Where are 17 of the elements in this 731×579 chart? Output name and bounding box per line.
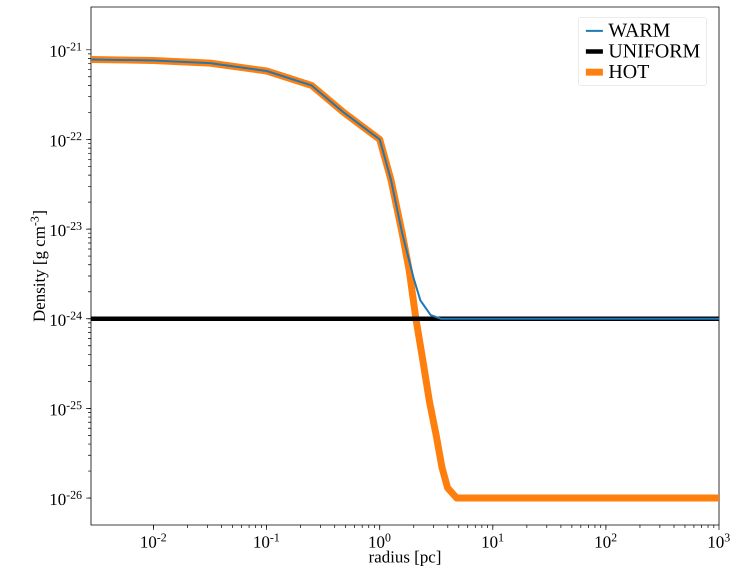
x-tick-label: 10$^{3}$	[708, 534, 730, 548]
y-tick-label: 10$^{-21}$	[50, 42, 82, 57]
legend-label: UNIFORM	[608, 44, 700, 58]
x-tick-label: 10$^{1}$	[482, 534, 504, 548]
x-axis-title: radius [pc]	[368, 550, 440, 566]
y-tick-label: 10$^{-26}$	[50, 490, 82, 506]
y-tick-label: 10$^{-24}$	[50, 312, 82, 326]
x-tick-label: 10$^{0}$	[370, 534, 390, 548]
legend-label: HOT	[608, 64, 649, 78]
x-tick-label: 10$^{2}$	[596, 534, 616, 548]
legend-label: WARM	[608, 24, 670, 38]
y-tick-label: 10$^{-22}$	[50, 132, 82, 147]
x-tick-label: 10$^{-2}$	[141, 534, 166, 548]
y-tick-label: 10$^{-23}$	[50, 222, 82, 236]
y-tick-label: 10$^{-25}$	[50, 401, 82, 416]
x-tick-label: 10$^{-1}$	[254, 534, 280, 548]
y-axis-title: Density [g cm$^{-3}$]	[30, 211, 48, 322]
